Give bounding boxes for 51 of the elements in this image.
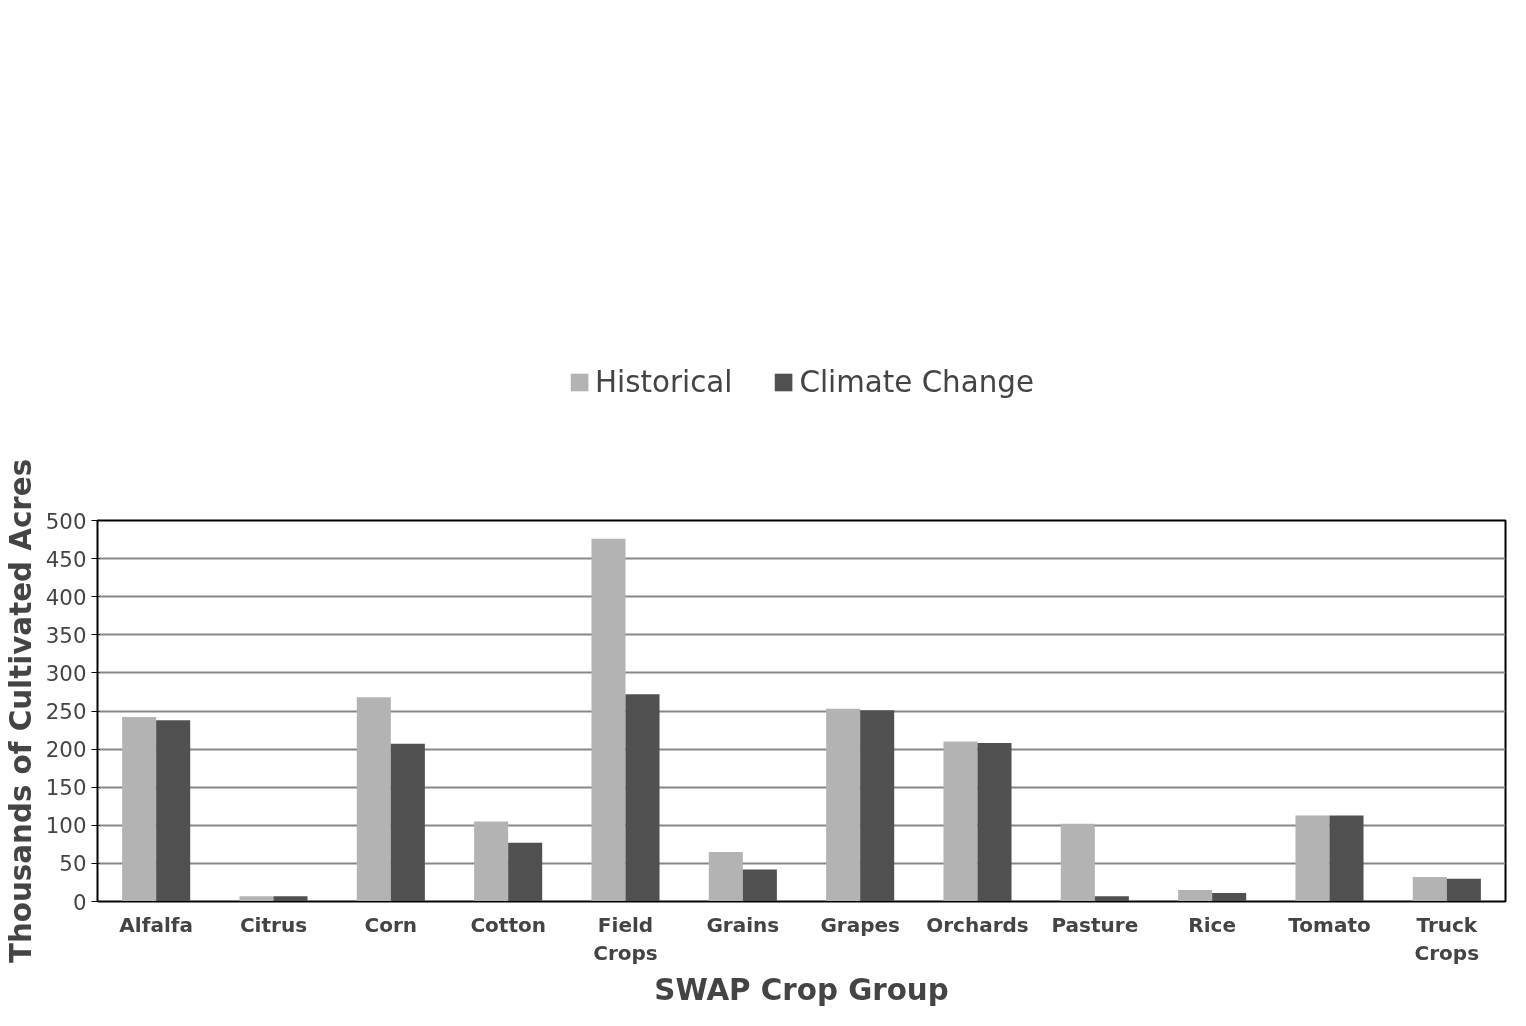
bar [239,896,274,902]
x-tick-label: Cotton [470,912,546,937]
bar [826,708,861,902]
bar [1094,896,1129,902]
bar [474,821,509,902]
x-tick-label: Orchards [926,912,1029,937]
bar [860,710,895,902]
bar [1329,815,1364,902]
legend-label: Historical [595,364,733,399]
bar [390,743,425,902]
bar [1212,893,1247,902]
bar [742,869,777,902]
y-tick-label: 0 [72,889,87,915]
x-tick-label: Citrus [239,912,308,937]
y-tick-label: 200 [45,737,87,763]
bar [1295,815,1330,902]
y-tick-label: 100 [45,813,87,839]
x-tick-label: Tomato [1288,912,1371,937]
bar [1412,877,1447,902]
x-tick-label: Pasture [1051,912,1139,937]
bar [122,717,157,902]
bar [1178,890,1213,902]
x-tick-label: Alfalfa [119,912,193,937]
y-tick-label: 300 [45,660,87,686]
bar [508,842,543,902]
legend-label: Climate Change [799,364,1034,399]
bar [591,538,626,902]
x-tick-label: Truck Crops [1414,912,1480,966]
x-axis-title: SWAP Crop Group [654,973,949,1008]
bar [625,694,660,902]
y-axis-title: Thousands of Cultivated Acres [3,458,38,964]
x-tick-label: Grains [706,912,780,937]
y-tick-label: 400 [45,584,87,610]
y-tick-label: 150 [45,775,87,801]
x-tick-label: Corn [364,912,418,937]
y-tick-label: 50 [59,851,87,877]
bar [1060,823,1095,902]
x-tick-label: Grapes [820,912,900,937]
y-tick-label: 450 [45,546,87,572]
bar [273,896,308,902]
y-tick-label: 250 [45,699,87,724]
y-tick-label: 350 [45,622,87,648]
bar [708,851,743,902]
x-tick-label: Field Crops [593,912,658,966]
bar [156,720,191,902]
bar [356,697,391,902]
bar [977,743,1012,902]
bar [1446,878,1481,902]
y-tick-label: 500 [45,508,87,534]
bar [943,741,978,902]
x-tick-label: Rice [1188,912,1237,937]
